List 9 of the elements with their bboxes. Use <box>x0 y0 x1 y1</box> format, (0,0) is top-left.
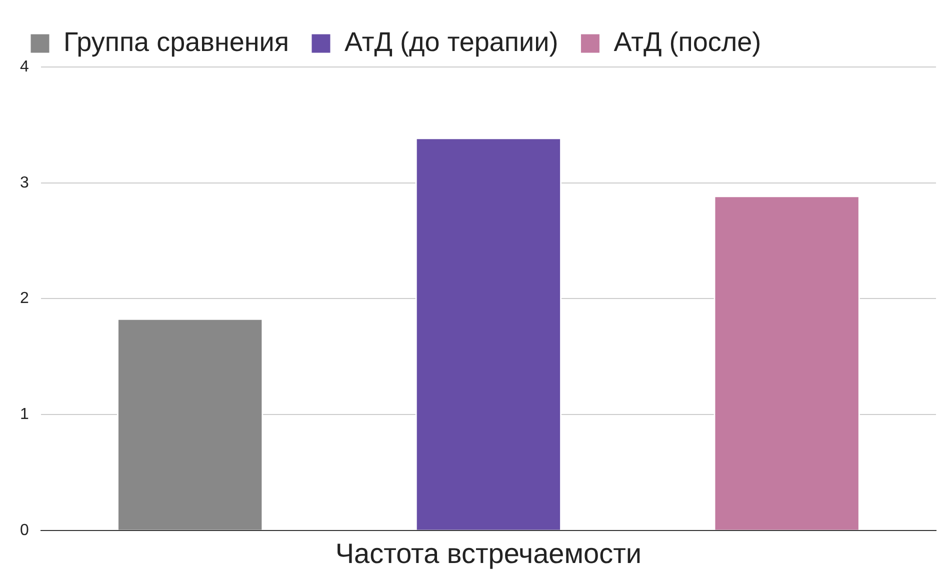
x-tick-label: Частота встречаемости <box>335 538 642 569</box>
legend-label: АтД (после) <box>614 26 762 57</box>
y-tick-label: 4 <box>20 58 29 76</box>
y-tick-label: 3 <box>20 174 29 192</box>
y-tick-label: 2 <box>20 290 29 308</box>
y-tick-label: 1 <box>20 406 29 423</box>
legend-label: Группа сравнения <box>64 26 289 57</box>
y-tick-label: 0 <box>20 522 29 539</box>
legend-label: АтД (до терапии) <box>344 26 558 57</box>
